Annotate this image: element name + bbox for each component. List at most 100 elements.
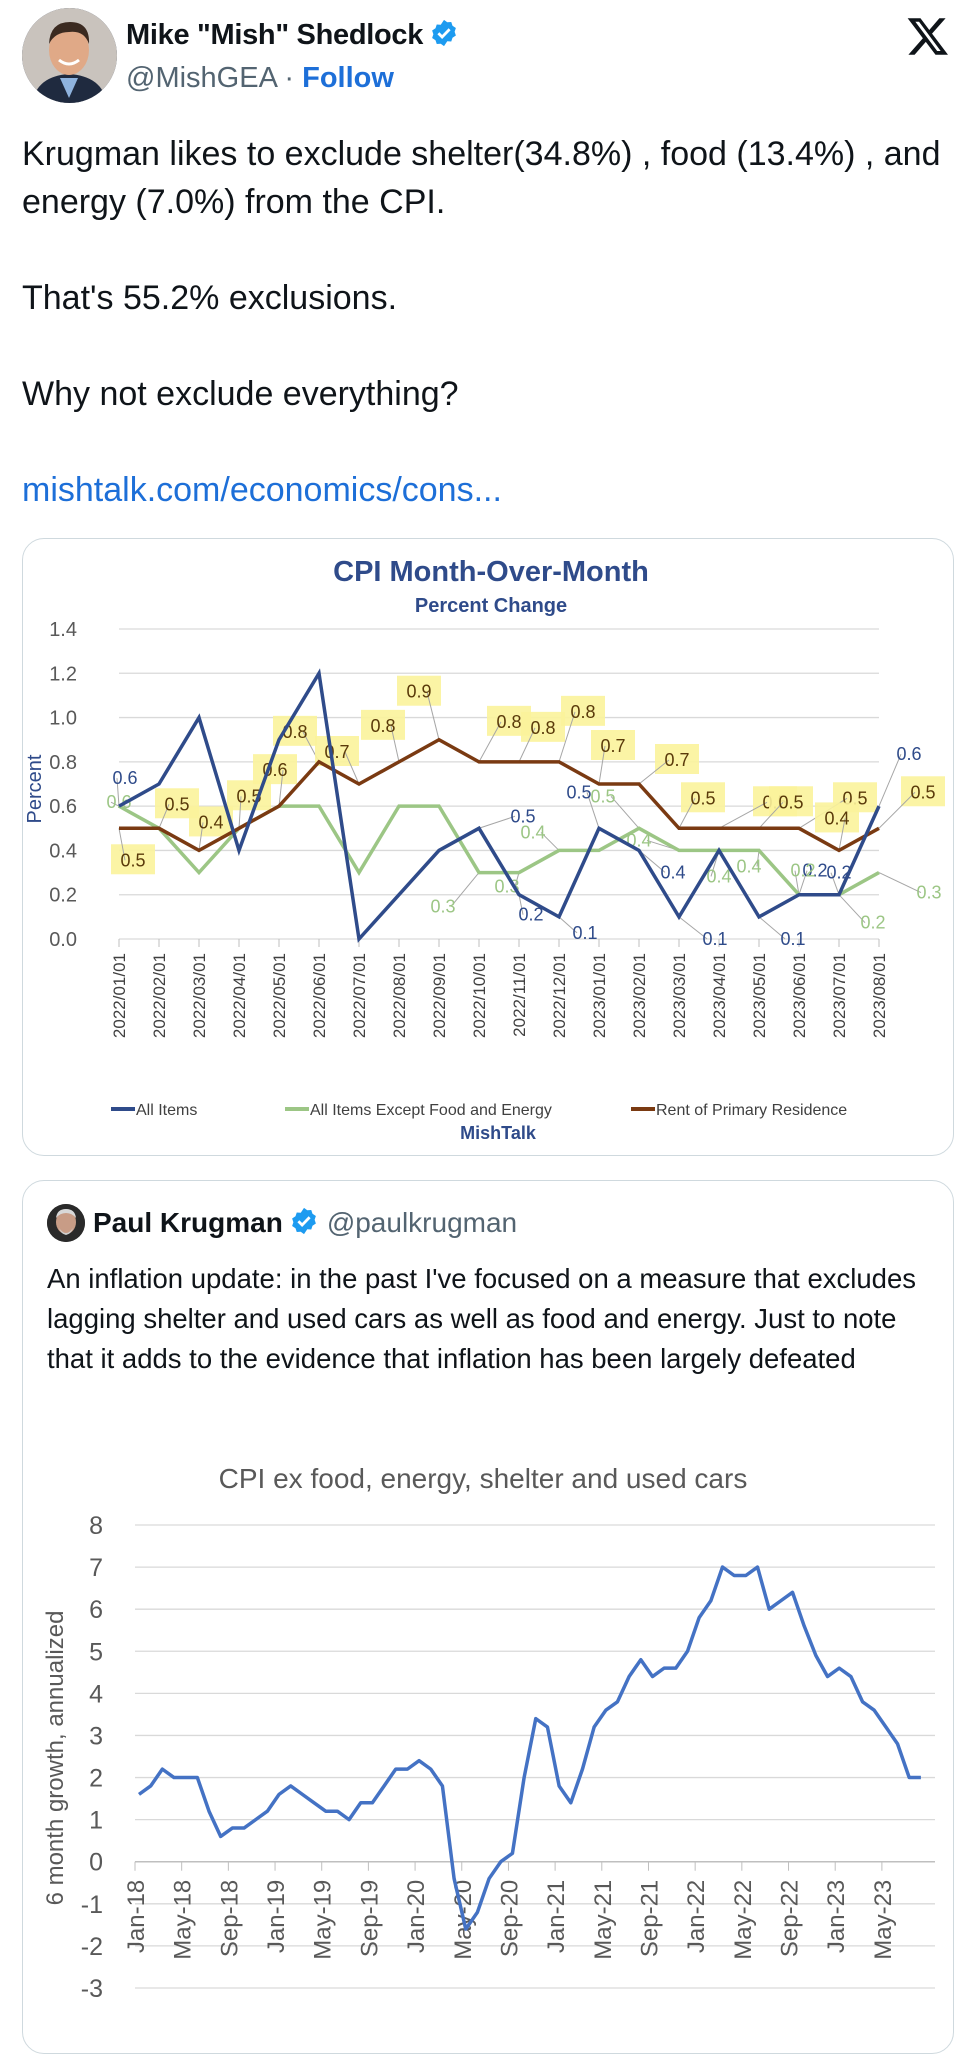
x-tick-label: 2023/08/01 <box>870 953 889 1038</box>
data-label: 0.4 <box>198 812 223 832</box>
data-label: 0.4 <box>706 866 731 886</box>
data-label-highlight <box>681 782 725 813</box>
chart-subtitle: Percent Change <box>415 595 567 617</box>
x-tick-label: 2023/07/01 <box>830 953 849 1038</box>
cpi-mom-chart: CPI Month-Over-Month Percent Change Perc… <box>24 556 945 1143</box>
data-label: 0.5 <box>120 850 145 870</box>
y-tick-label: 1 <box>89 1807 103 1835</box>
x-tick-label: Jan-19 <box>263 1880 290 1953</box>
x-tick-label: 2022/11/01 <box>510 953 529 1037</box>
data-label-leader <box>758 916 786 940</box>
x-tick-label: Jan-20 <box>403 1880 430 1953</box>
tweet-paragraph: That's 55.2% exclusions. <box>22 279 398 317</box>
data-label: 0.7 <box>664 750 689 770</box>
data-label: 0.4 <box>824 808 849 828</box>
data-label: 0.5 <box>510 806 535 826</box>
x-tick-label: May-19 <box>310 1880 337 1960</box>
data-label-leader <box>116 778 120 807</box>
data-label-highlight <box>111 844 155 875</box>
data-label-leader <box>798 870 808 895</box>
author-name[interactable]: Mike "Mish" Shedlock <box>126 18 459 56</box>
data-label: 0.5 <box>910 782 935 802</box>
data-label-leader <box>678 798 696 829</box>
series-line-rent <box>119 737 880 853</box>
data-label-highlight <box>815 802 859 833</box>
data-label-leader <box>158 804 170 829</box>
data-label: 0.3 <box>916 883 941 903</box>
data-label-leader <box>390 725 400 762</box>
x-tick-label: 2023/02/01 <box>630 953 649 1038</box>
article-link[interactable]: mishtalk.com/economics/cons... <box>22 471 502 509</box>
quoted-author-handle: @paulkrugman <box>326 1207 518 1238</box>
handle-row: @MishGEA · Follow <box>126 62 394 95</box>
legend-core: All Items Except Food and Energy <box>310 1102 552 1119</box>
x-tick-label: May-22 <box>730 1880 757 1960</box>
data-label-leader <box>586 792 600 829</box>
cpi-chart-card[interactable]: CPI Month-Over-Month Percent Change Perc… <box>22 538 954 1156</box>
y-tick-label: 7 <box>89 1554 103 1582</box>
data-label: 0.8 <box>530 718 555 738</box>
data-label-highlight <box>561 695 605 726</box>
x-tick-label: 2022/08/01 <box>390 953 409 1038</box>
data-label-leader <box>838 818 846 851</box>
data-label: 0.6 <box>896 744 921 764</box>
y-tick-label: 0.0 <box>49 929 77 951</box>
x-tick-label: Jan-21 <box>543 1880 570 1953</box>
data-label-leader <box>478 721 502 763</box>
x-tick-label: Jan-22 <box>683 1880 710 1953</box>
data-label-leader <box>450 872 480 907</box>
legend-all-items: All Items <box>136 1102 197 1119</box>
data-label-leader <box>514 872 520 887</box>
x-tick-label: 2022/01/01 <box>110 953 129 1038</box>
data-label-leader <box>830 872 840 895</box>
data-label-leader <box>838 894 866 924</box>
x-logo-icon[interactable] <box>905 14 951 58</box>
x-tick-label: Jan-18 <box>123 1880 150 1953</box>
data-label-leader <box>110 801 120 807</box>
data-label: 0.4 <box>736 856 761 876</box>
data-label-leader <box>718 801 768 829</box>
x-tick-label: May-23 <box>870 1880 897 1960</box>
data-label: 0.2 <box>790 861 815 881</box>
chart-source-label: MishTalk <box>460 1123 537 1143</box>
verified-badge-icon <box>429 18 459 56</box>
data-label-leader <box>610 795 640 829</box>
author-handle[interactable]: @MishGEA <box>126 62 277 94</box>
x-tick-label: 2023/06/01 <box>790 953 809 1038</box>
follow-button[interactable]: Follow <box>302 62 394 94</box>
data-label-leader <box>118 828 126 861</box>
x-tick-label: 2022/06/01 <box>310 953 329 1038</box>
data-label-leader <box>344 751 360 785</box>
author-avatar[interactable] <box>22 8 117 103</box>
tweet-paragraph: Krugman likes to exclude shelter(34.8%) … <box>22 135 941 221</box>
x-tick-label: Sep-20 <box>496 1880 523 1957</box>
data-label: 0.2 <box>518 905 543 925</box>
data-label: 0.6 <box>106 792 131 812</box>
author-name-text: Mike "Mish" Shedlock <box>126 19 424 51</box>
data-label: 0.4 <box>660 862 685 882</box>
data-label-leader <box>878 791 916 829</box>
data-label: 0.7 <box>600 736 625 756</box>
data-label: 0.1 <box>572 923 597 943</box>
data-label-highlight <box>591 730 635 760</box>
data-label: 0.4 <box>520 822 545 842</box>
x-tick-label: May-18 <box>170 1880 197 1960</box>
data-label: 0.8 <box>570 702 595 722</box>
y-tick-label: 0.8 <box>49 752 77 774</box>
quoted-author-name: Paul Krugman <box>93 1207 283 1238</box>
data-label-leader <box>238 796 242 829</box>
x-tick-label: Sep-22 <box>777 1880 804 1957</box>
data-label: 0.5 <box>590 786 615 806</box>
quoted-tweet-text: An inflation update: in the past I've fo… <box>47 1263 917 1374</box>
data-label: 0.2 <box>860 913 885 933</box>
data-label-leader <box>758 801 784 829</box>
krugman-cpi-chart: CPI ex food, energy, shelter and used ca… <box>42 1463 935 2003</box>
quoted-tweet-card[interactable]: Paul Krugman @paulkrugman An inflation u… <box>22 1180 954 2054</box>
x-tick-label: 2023/03/01 <box>670 953 689 1038</box>
y-tick-label: 5 <box>89 1638 103 1666</box>
x-tick-label: 2022/10/01 <box>470 953 489 1038</box>
x-tick-label: 2023/04/01 <box>710 953 729 1038</box>
data-label-leader <box>878 872 922 894</box>
tweet-text: Krugman likes to exclude shelter(34.8%) … <box>22 130 942 514</box>
y-tick-label: 3 <box>89 1722 103 1750</box>
